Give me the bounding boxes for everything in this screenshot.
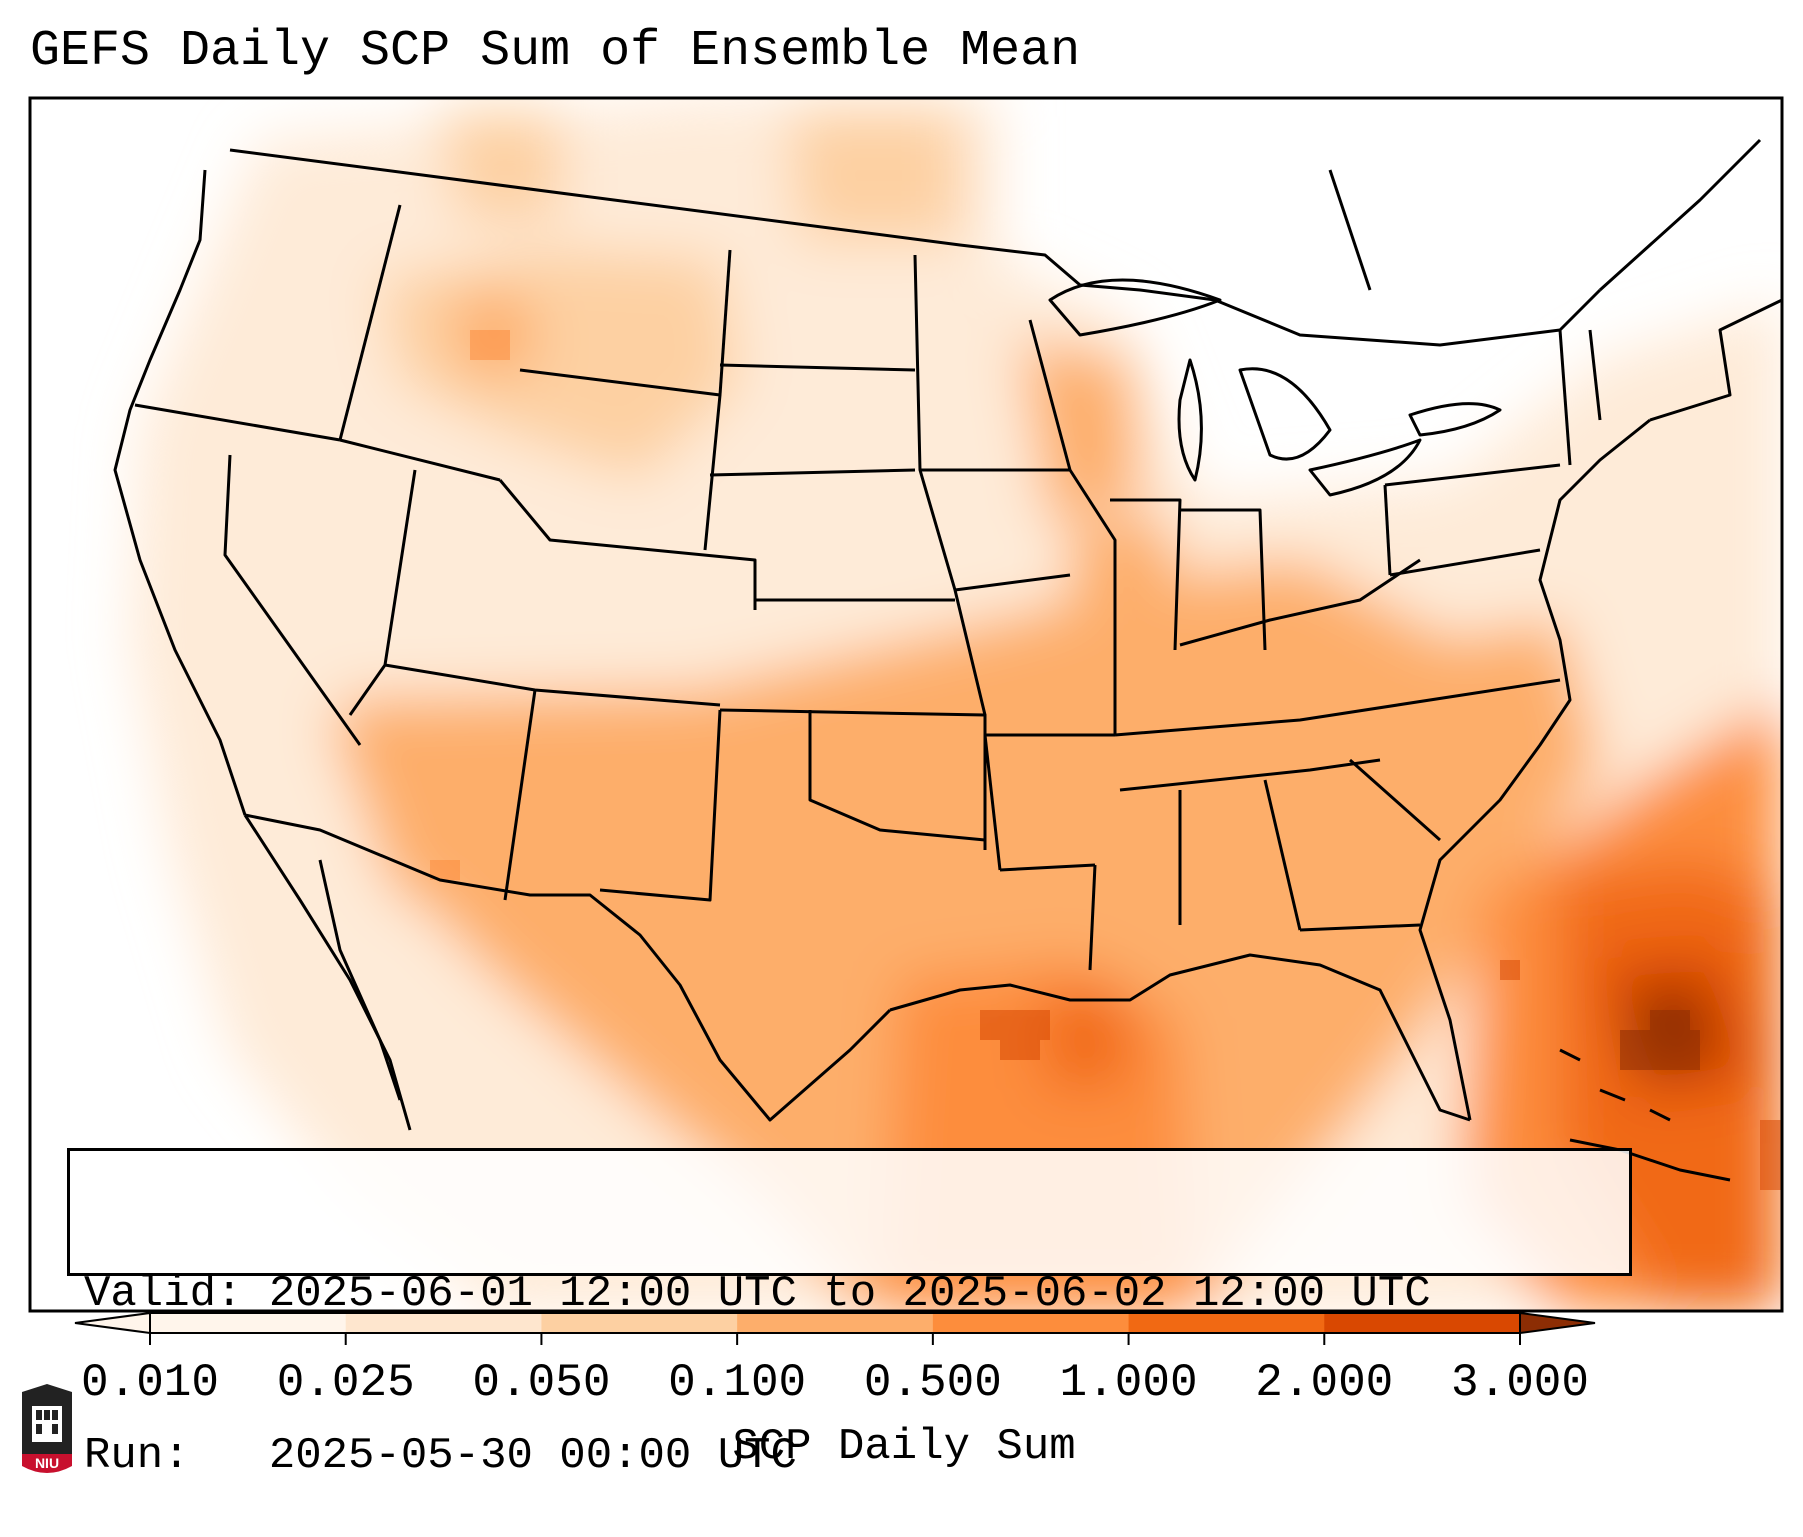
colorbar-bin (932, 1313, 1130, 1333)
colorbar-bin (1324, 1313, 1521, 1333)
valid-label: Valid: (84, 1269, 243, 1319)
colorbar-title: SCP Daily Sum (732, 1422, 1076, 1472)
map-title: GEFS Daily SCP Sum of Ensemble Mean (30, 23, 1081, 80)
colorbar-tick-label: 3.000 (1450, 1357, 1590, 1409)
colorbar-tick-label: 0.010 (80, 1357, 220, 1409)
niu-logo: NIU (22, 1384, 72, 1473)
valid-value: 2025-06-01 12:00 UTC to 2025-06-02 12:00… (268, 1269, 1431, 1319)
colorbar (74, 1311, 1596, 1345)
colorbar-bin (1128, 1313, 1325, 1333)
colorbar-bin (737, 1313, 934, 1333)
political-boundaries (113, 138, 1782, 1182)
valid-row: Valid: 2025-06-01 12:00 UTC to 2025-06-0… (84, 1267, 1629, 1321)
colorbar-tick-label: 0.500 (863, 1357, 1002, 1409)
run-value: 2025-05-30 00:00 UTC (268, 1431, 797, 1481)
colorbar-tick-label: 0.025 (276, 1357, 415, 1409)
map-frame (28, 96, 1784, 1313)
colorbar-bin (150, 1313, 347, 1333)
colorbar-ticks (149, 1333, 1521, 1345)
run-label: Run: (84, 1431, 190, 1481)
run-row: Run: 2025-05-30 00:00 UTC (84, 1429, 1629, 1483)
validity-info-box: Valid: 2025-06-01 12:00 UTC to 2025-06-0… (67, 1148, 1632, 1481)
map-canvas (28, 96, 1784, 1345)
colorbar-bin (541, 1313, 738, 1333)
colorbar-tick-label: 0.100 (668, 1357, 807, 1409)
colorbar-tick-label: 0.050 (472, 1357, 611, 1409)
scp-field (30, 98, 1782, 1311)
colorbar-bins (150, 1313, 1521, 1333)
colorbar-bin (345, 1313, 542, 1333)
colorbar-tick-label: 2.000 (1255, 1357, 1394, 1409)
colorbar-tick-label: 1.000 (1059, 1357, 1198, 1409)
svg-text:NIU: NIU (35, 1455, 59, 1471)
colorbar-outline (149, 1312, 1521, 1334)
